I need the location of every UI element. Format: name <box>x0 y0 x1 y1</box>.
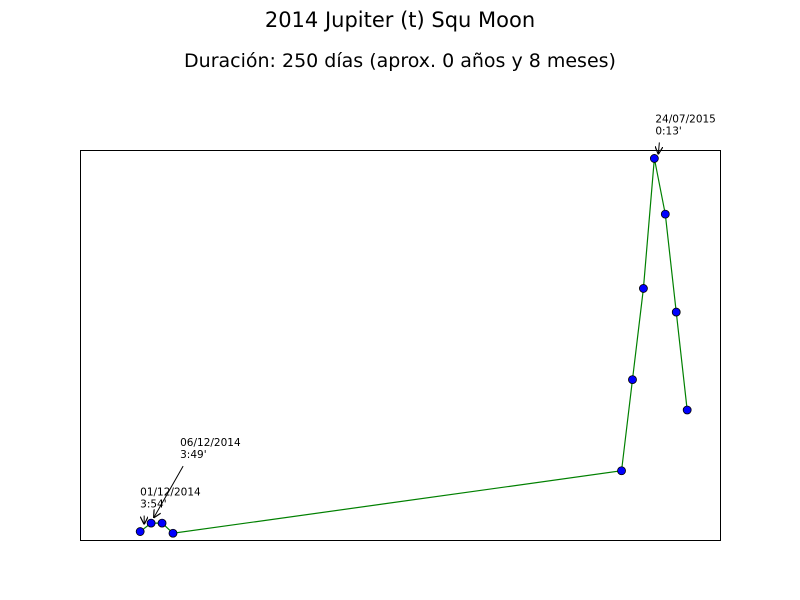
annotation-arrow-1 <box>154 465 184 517</box>
data-point-7 <box>649 154 659 163</box>
annotation-value-0: 3:54' <box>140 499 166 511</box>
annotation-date-1: 06/12/2014 <box>180 437 241 449</box>
data-point-3 <box>168 528 178 538</box>
data-point-5 <box>628 375 637 385</box>
data-point-6 <box>639 284 648 293</box>
data-point-4 <box>617 466 626 476</box>
chart-subtitle: Duración: 250 días (aprox. 0 años y 8 me… <box>184 50 616 72</box>
chart-title: 2014 Jupiter (t) Squ Moon <box>264 8 536 32</box>
annotation-date-2: 24/07/2015 <box>655 113 716 125</box>
data-point-0 <box>135 527 145 536</box>
data-point-1 <box>146 518 156 528</box>
annotation-value-2: 0:13' <box>655 125 681 137</box>
plot-frame <box>80 150 721 541</box>
data-point-10 <box>682 405 692 415</box>
annotation-value-1: 3:49' <box>180 449 206 461</box>
data-point-9 <box>671 307 681 317</box>
data-point-8 <box>660 209 670 219</box>
annotation-arrow-2 <box>658 142 659 153</box>
annotation-date-0: 01/12/2014 <box>140 487 201 499</box>
data-point-2 <box>157 518 167 528</box>
